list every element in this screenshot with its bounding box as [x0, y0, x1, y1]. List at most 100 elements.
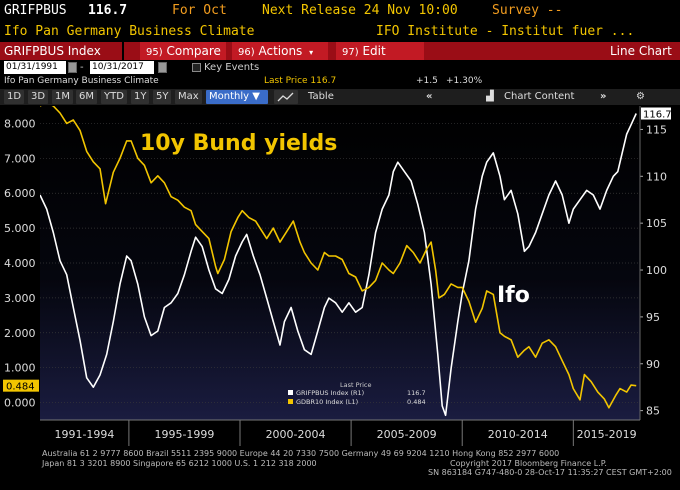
tab-3d[interactable]: 3D: [28, 90, 49, 104]
last-price-info: Last Price 116.7: [264, 76, 337, 86]
right-axis: 115 110 105 100 95 90 85: [639, 106, 667, 420]
date-dash: -: [80, 62, 84, 73]
gear-icon[interactable]: ⚙: [636, 91, 645, 102]
left-tick-label: 8.000: [4, 117, 36, 130]
chart-info-bar: Ifo Pan Germany Business Climate Last Pr…: [0, 75, 680, 88]
footer-copyright: Copyright 2017 Bloomberg Finance L.P.: [450, 459, 607, 468]
ifo-last-value: 116.7: [643, 109, 672, 120]
left-tick-label: 7.000: [4, 152, 36, 165]
right-tick-label: 110: [646, 170, 667, 183]
legend-bund-value: 0.484: [407, 398, 426, 406]
bund-last-value: 0.484: [6, 382, 35, 393]
tab-5y[interactable]: 5Y: [153, 90, 172, 104]
ifo-last-badge: 116.7: [641, 107, 672, 120]
x-tick-label: 2010-2014: [488, 428, 548, 441]
chevron-down-icon: ▾: [309, 48, 314, 57]
legend-ifo-value: 116.7: [407, 389, 426, 397]
chart-legend: Last Price GRIFPBUS Index (R1) 116.7 GDB…: [288, 381, 426, 406]
chart-content-button[interactable]: Chart Content: [504, 91, 575, 102]
frequency-dropdown[interactable]: Monthly ▼: [206, 90, 268, 104]
x-tick-label: 2000-2004: [266, 428, 326, 441]
compare-shortcut: 95): [146, 47, 163, 58]
end-date-field[interactable]: 10/31/2017: [90, 61, 154, 74]
right-tick-label: 115: [646, 123, 667, 136]
ifo-index-line: [40, 113, 637, 417]
left-tick-label: 6.000: [4, 187, 36, 200]
edit-label: Edit: [362, 44, 386, 58]
ticker-bar: GRIFPBUS 116.7 For Oct Next Release 24 N…: [0, 0, 680, 22]
command-toolbar: GRIFPBUS Index 95) Compare 96) Actions ▾…: [0, 42, 680, 60]
bar-chart-icon: ▟: [486, 91, 494, 102]
tab-ytd[interactable]: YTD: [101, 90, 127, 104]
price-change-pct: +1.30%: [446, 76, 483, 86]
toolbar-divider: [122, 42, 124, 60]
tab-table[interactable]: Table: [308, 91, 334, 102]
ticker-price: 116.7: [88, 3, 128, 18]
compare-button[interactable]: 95) Compare: [140, 42, 226, 60]
left-tick-label: 3.000: [4, 292, 36, 305]
footer: Australia 61 2 9777 8600 Brazil 5511 239…: [0, 446, 680, 490]
actions-button[interactable]: 96) Actions ▾: [232, 42, 328, 60]
legend-bund-name: GDBR10 Index (L1): [296, 398, 358, 406]
x-tick-label: 2005-2009: [377, 428, 437, 441]
x-tick-label: 2015-2019: [577, 428, 637, 441]
security-description-bar: Ifo Pan Germany Business Climate IFO Ins…: [0, 22, 680, 42]
ifo-annotation: Ifo: [497, 283, 530, 308]
left-tick-label: 4.000: [4, 257, 36, 270]
tab-max[interactable]: Max: [175, 90, 202, 104]
tab-1y[interactable]: 1Y: [131, 90, 150, 104]
security-name: Ifo Pan Germany Business Climate: [4, 24, 255, 39]
line-chart-icon[interactable]: [274, 90, 298, 104]
date-range-bar: 01/31/1991 - 10/31/2017 Key Events: [0, 60, 680, 75]
price-change: +1.5: [416, 76, 438, 86]
footer-session: SN 863184 G747-480-0 28-Oct-17 11:35:27 …: [428, 468, 672, 477]
security-source: IFO Institute - Institut fuer ...: [376, 24, 635, 39]
actions-shortcut: 96): [238, 47, 255, 58]
right-tick-label: 95: [646, 311, 660, 324]
survey: Survey --: [492, 3, 563, 18]
x-axis: 1991-1994 1995-1999 2000-2004 2005-2009 2010…: [40, 419, 640, 441]
legend-swatch-ifo: [288, 390, 293, 395]
edit-shortcut: 97): [342, 47, 359, 58]
ticker-symbol[interactable]: GRIFPBUS: [4, 3, 67, 18]
ticker-period: For Oct: [172, 3, 227, 18]
right-tick-label: 100: [646, 264, 667, 277]
compare-label: Compare: [166, 44, 221, 58]
left-tick-label: 2.000: [4, 327, 36, 340]
series-lines: [40, 106, 637, 417]
next-release: Next Release 24 Nov 10:00: [262, 3, 458, 18]
tab-1m[interactable]: 1M: [52, 90, 73, 104]
chart-info-title: Ifo Pan Germany Business Climate: [4, 76, 159, 86]
collapse-left-icon[interactable]: «: [426, 91, 433, 102]
bund-yield-line: [40, 106, 637, 409]
left-tick-label: 0.000: [4, 397, 36, 410]
left-tick-label: 1.000: [4, 362, 36, 375]
tab-6m[interactable]: 6M: [76, 90, 97, 104]
tab-1d[interactable]: 1D: [4, 90, 25, 104]
footer-contacts-2: Japan 81 3 3201 8900 Singapore 65 6212 1…: [42, 459, 317, 468]
calendar-icon[interactable]: [158, 62, 167, 73]
key-events-checkbox[interactable]: [192, 63, 201, 72]
left-axis: 8.000 7.000 6.000 5.000 4.000 3.000 2.000 1.000…: [4, 117, 36, 409]
security-field[interactable]: GRIFPBUS Index: [4, 44, 101, 58]
view-type[interactable]: Line Chart: [610, 44, 672, 58]
x-tick-label: 1991-1994: [54, 428, 114, 441]
bund-annotation: 10y Bund yields: [140, 131, 337, 156]
period-tab-bar: 1D 3D 1M 6M YTD 1Y 5Y Max Monthly ▼ Tabl…: [0, 89, 680, 105]
legend-swatch-bund: [288, 399, 293, 404]
legend-ifo-name: GRIFPBUS Index (R1): [296, 389, 364, 397]
right-tick-label: 85: [646, 405, 660, 418]
legend-title: Last Price: [340, 381, 371, 389]
start-date-field[interactable]: 01/31/1991: [4, 61, 66, 74]
line-chart[interactable]: 8.000 7.000 6.000 5.000 4.000 3.000 2.000 1.000…: [0, 106, 680, 446]
x-axis-separators: [128, 420, 574, 446]
bund-last-badge: 0.484: [3, 379, 39, 393]
actions-label: Actions: [258, 44, 303, 58]
expand-right-icon[interactable]: »: [600, 91, 607, 102]
key-events-label: Key Events: [204, 62, 260, 73]
right-tick-label: 90: [646, 358, 660, 371]
x-tick-label: 1995-1999: [154, 428, 214, 441]
right-tick-label: 105: [646, 217, 667, 230]
calendar-icon[interactable]: [68, 62, 77, 73]
edit-button[interactable]: 97) Edit: [336, 42, 424, 60]
